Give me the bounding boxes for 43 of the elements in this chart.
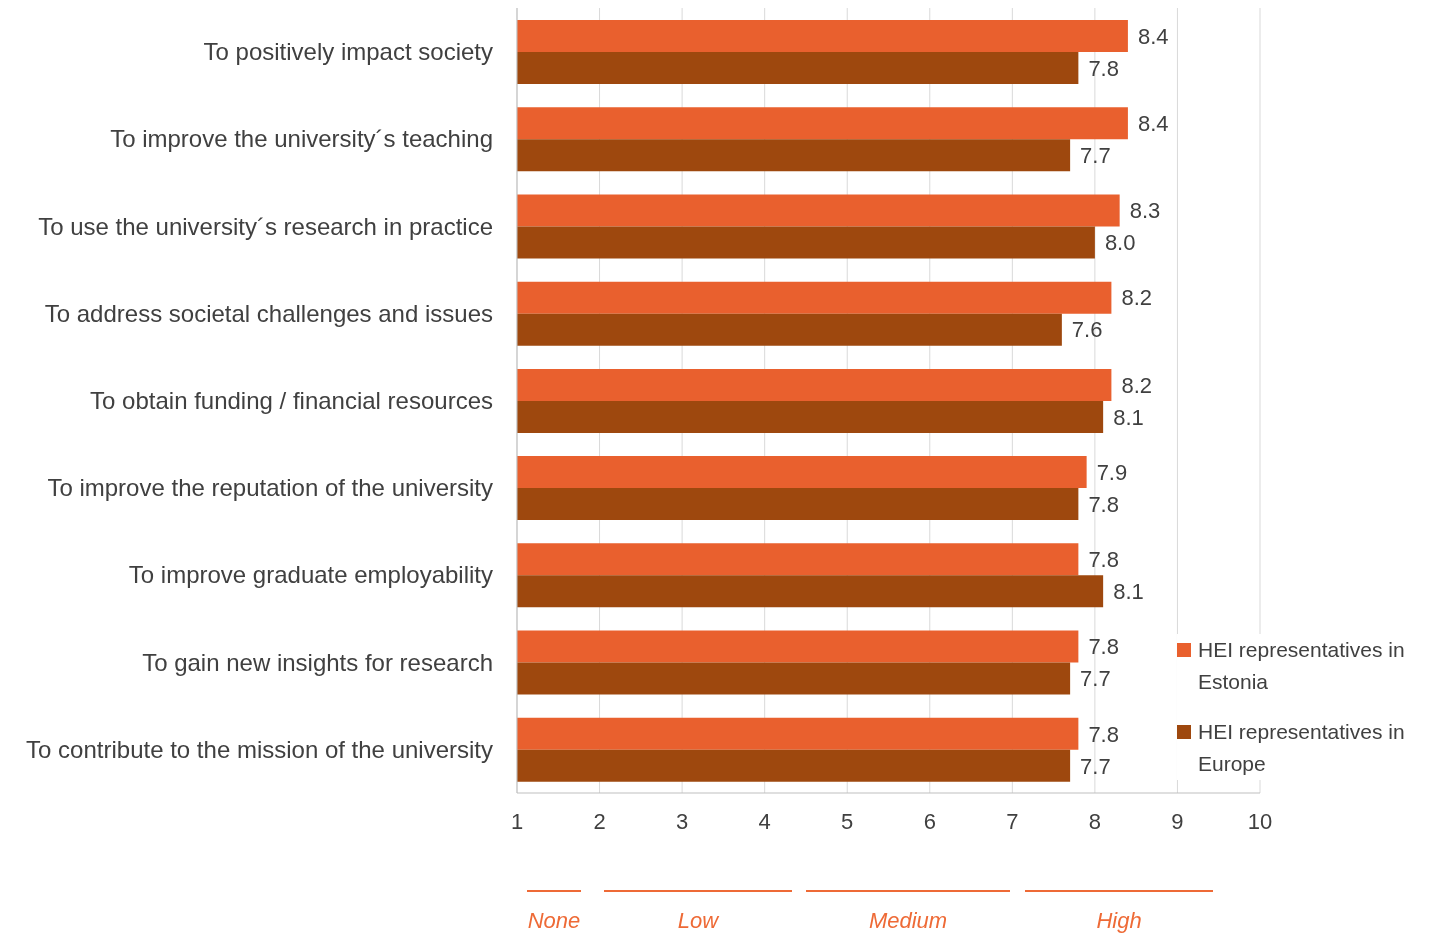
- y-tick-label: To improve graduate employability: [128, 561, 493, 589]
- data-label: 7.8: [1088, 547, 1119, 573]
- text: None: [527, 908, 581, 933]
- x-tick-label: 10: [1247, 808, 1273, 834]
- data-label: 7.7: [1080, 753, 1111, 779]
- data-label: 7.6: [1071, 317, 1103, 343]
- data-label: 8.3: [1129, 198, 1161, 224]
- x-tick-label: 4: [758, 808, 771, 834]
- data-label: 8.2: [1121, 372, 1152, 398]
- y-tick-label: To address societal challenges and issues: [44, 299, 493, 327]
- data-label: 8.2: [1121, 285, 1152, 311]
- x-tick-label: 7: [1006, 808, 1019, 834]
- data-label: 8.4: [1137, 23, 1169, 49]
- x-tick-label: 9: [1171, 808, 1184, 834]
- y-tick-label: To use the university´s research in practice: [38, 212, 493, 240]
- text: High: [1096, 908, 1142, 933]
- x-tick-label: 5: [841, 808, 854, 834]
- data-label: 7.7: [1080, 143, 1111, 169]
- data-label: 7.8: [1088, 55, 1119, 81]
- data-label: 7.8: [1088, 491, 1119, 517]
- data-label: 8.0: [1104, 230, 1136, 256]
- x-tick-label: 8: [1088, 808, 1102, 834]
- text: Low: [677, 908, 719, 933]
- data-label: 7.9: [1096, 459, 1128, 485]
- y-tick-label: To obtain funding / financial resources: [90, 387, 493, 415]
- x-tick-label: 2: [593, 808, 606, 834]
- y-tick-label: To improve the reputation of the university: [47, 474, 493, 502]
- x-tick-label: 1: [510, 808, 524, 834]
- y-tick-label: To positively impact society: [203, 38, 493, 66]
- x-tick-label: 6: [923, 808, 936, 834]
- y-tick-label: To improve the university´s teaching: [110, 125, 493, 153]
- data-label: 7.8: [1088, 721, 1119, 747]
- data-label: 7.7: [1080, 666, 1111, 692]
- y-tick-label: To gain new insights for research: [142, 648, 493, 676]
- data-label: 8.1: [1113, 404, 1144, 430]
- text: Medium: [868, 908, 948, 933]
- data-label: 8.4: [1137, 111, 1169, 137]
- y-tick-label: To contribute to the mission of the university: [26, 735, 493, 763]
- x-tick-label: 3: [675, 808, 689, 834]
- data-label: 8.1: [1113, 579, 1144, 605]
- legend-label: HEI representatives in Estonia: [1198, 637, 1406, 695]
- legend-label: HEI representatives in Europe: [1198, 719, 1406, 777]
- data-label: 7.8: [1088, 634, 1119, 660]
